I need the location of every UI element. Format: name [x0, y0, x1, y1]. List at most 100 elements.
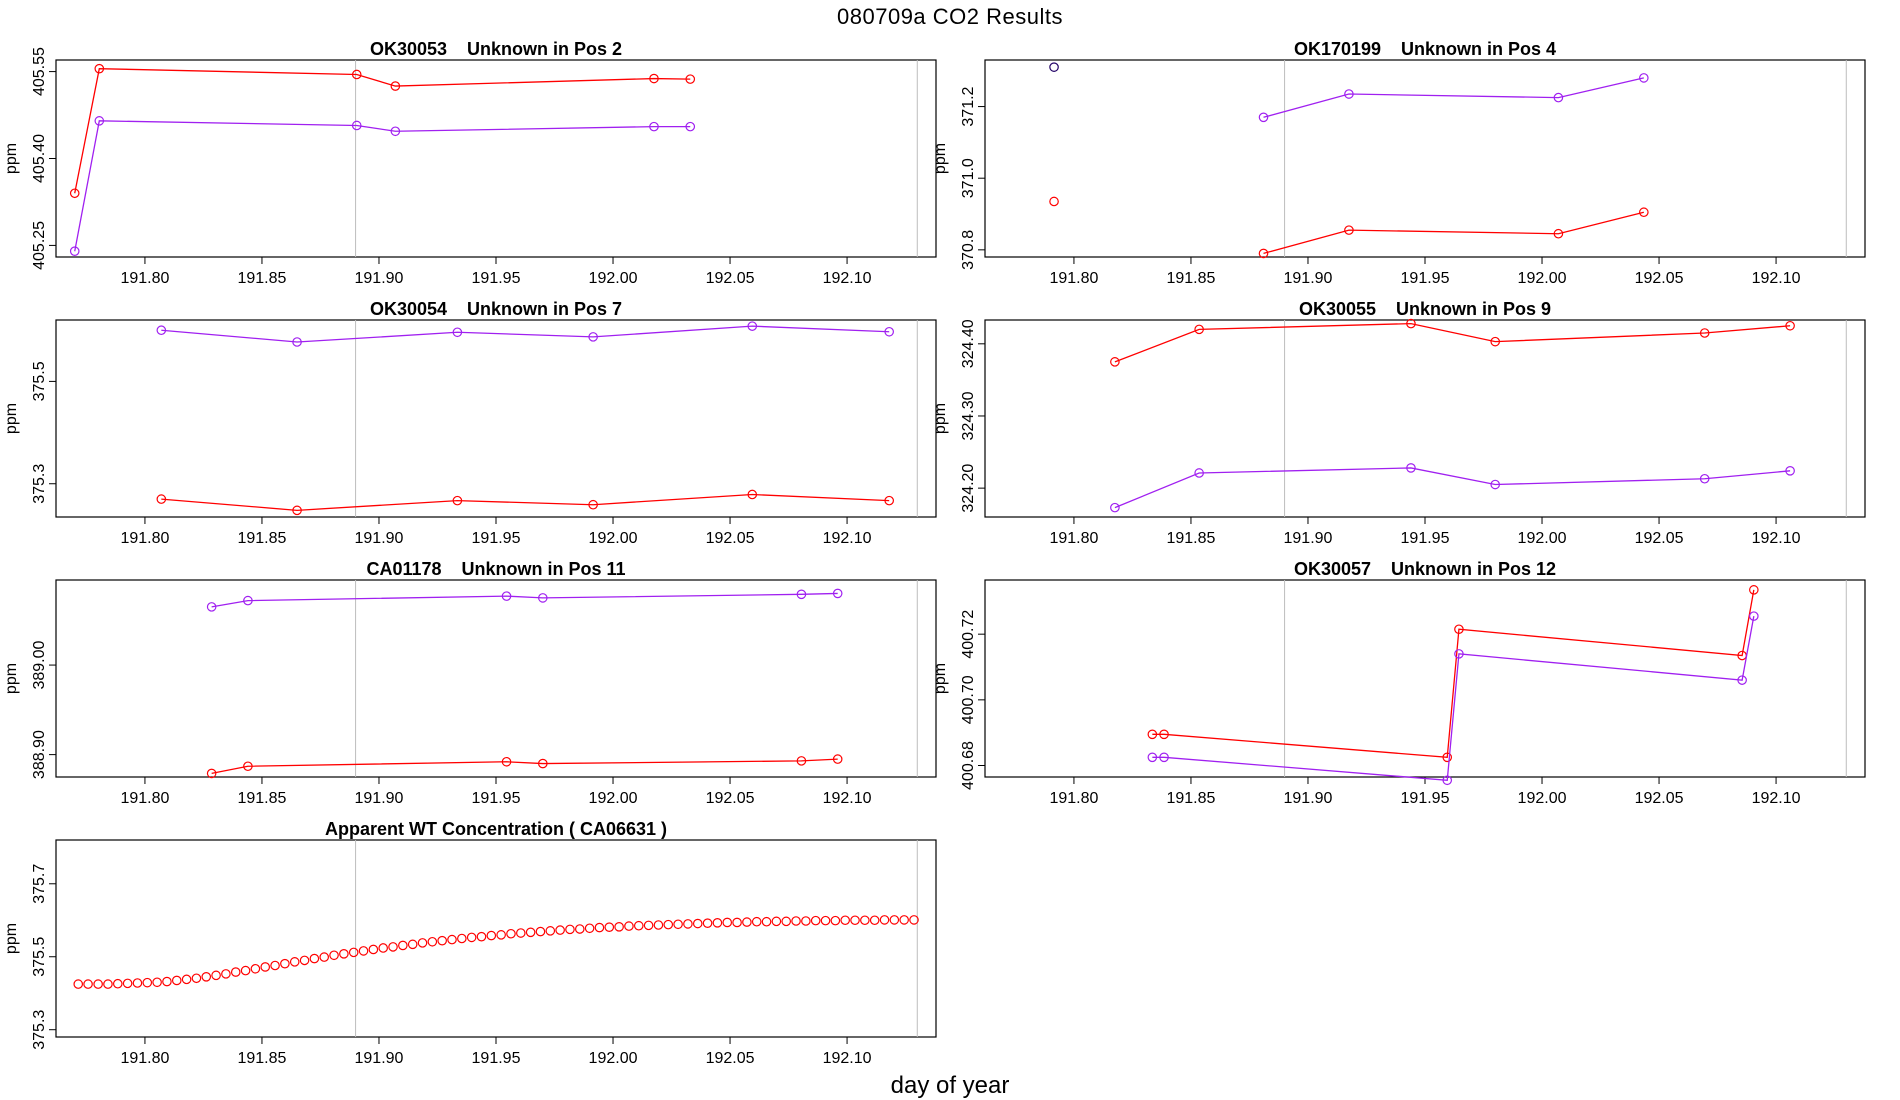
data-point [692, 918, 703, 929]
y-tick-label: 405.25 [31, 221, 48, 270]
data-point [452, 327, 463, 338]
data-point [1639, 207, 1649, 218]
x-tick-label: 191.90 [1284, 790, 1333, 807]
series-line [211, 592, 838, 608]
y-tick-label: 375.5 [31, 361, 48, 401]
series-line [211, 758, 838, 775]
data-point [614, 922, 624, 932]
data-point [1344, 225, 1354, 235]
y-tick-label: 405.40 [31, 134, 48, 183]
plot-frame [55, 839, 937, 1038]
data-point [525, 927, 536, 938]
data-point [742, 917, 752, 927]
y-tick-label: 400.70 [960, 675, 977, 724]
data-point [486, 930, 497, 941]
data-point [832, 588, 843, 599]
y-tick-label: 405.55 [31, 47, 48, 96]
data-point [850, 915, 860, 926]
x-tick-label: 191.95 [1401, 270, 1450, 287]
data-point [801, 916, 811, 926]
data-point [594, 922, 605, 933]
panel-title: OK170199 Unknown in Pos 4 [1294, 39, 1556, 59]
x-tick-label: 191.85 [1166, 270, 1215, 287]
y-axis-label: ppm [3, 403, 20, 434]
plot-frame [984, 59, 1866, 258]
x-tick-label: 192.05 [706, 530, 755, 547]
x-tick-label: 191.80 [120, 270, 169, 287]
x-tick-label: 191.95 [1401, 790, 1450, 807]
data-point [1049, 62, 1059, 72]
data-point [840, 915, 850, 926]
data-point [501, 756, 512, 767]
data-point [685, 121, 696, 132]
data-point [1454, 624, 1464, 635]
x-tick-label: 191.95 [472, 1050, 521, 1067]
x-tick-label: 191.85 [1166, 530, 1215, 547]
data-point [1749, 585, 1759, 595]
data-point [162, 976, 172, 987]
y-tick-label: 375.3 [31, 1010, 48, 1050]
data-point [1737, 675, 1747, 685]
x-tick-label: 191.90 [355, 1050, 404, 1067]
data-point [260, 962, 271, 972]
data-point [1110, 357, 1120, 367]
data-point [538, 758, 548, 769]
y-tick-label: 324.40 [960, 319, 977, 368]
data-point [722, 917, 733, 928]
data-point [152, 977, 162, 988]
data-point [452, 495, 463, 506]
series-line [161, 325, 890, 343]
data-point [1258, 112, 1269, 123]
data-point [1454, 649, 1464, 659]
data-point [94, 63, 105, 74]
data-point [390, 81, 401, 91]
series-line [161, 493, 890, 511]
data-point [810, 915, 821, 926]
x-tick-label: 192.05 [706, 790, 755, 807]
data-point [1159, 752, 1169, 763]
x-tick-label: 191.90 [1284, 530, 1333, 547]
x-tick-label: 192.10 [823, 790, 872, 807]
data-point [588, 332, 598, 342]
y-axis-label: ppm [3, 143, 20, 174]
data-point [1699, 473, 1710, 484]
data-point [112, 978, 123, 989]
data-point [565, 924, 575, 935]
x-tick-label: 192.00 [1518, 530, 1567, 547]
x-tick-label: 192.05 [1635, 530, 1684, 547]
data-point [292, 337, 302, 347]
x-tick-label: 192.10 [823, 530, 872, 547]
y-tick-label: 371.0 [960, 158, 977, 198]
data-point [663, 919, 674, 930]
data-point [884, 326, 894, 337]
x-tick-label: 192.10 [1752, 790, 1801, 807]
x-tick-label: 191.85 [237, 1050, 286, 1067]
data-point [1442, 775, 1453, 786]
data-point [83, 979, 93, 989]
y-axis-label: ppm [932, 403, 949, 434]
data-point [299, 955, 310, 966]
x-tick-label: 192.10 [823, 270, 872, 287]
x-tick-label: 191.80 [120, 1050, 169, 1067]
data-point [535, 926, 546, 937]
data-point [329, 950, 339, 961]
y-tick-label: 324.20 [960, 464, 977, 513]
data-point [702, 918, 713, 928]
data-point [604, 922, 615, 932]
y-tick-label: 371.2 [960, 86, 977, 126]
x-tick-label: 191.80 [1049, 790, 1098, 807]
data-point [243, 761, 253, 772]
y-tick-label: 400.72 [960, 610, 977, 659]
data-point [292, 505, 302, 516]
data-point [584, 923, 595, 934]
x-tick-label: 192.05 [1635, 790, 1684, 807]
data-point [206, 602, 217, 612]
x-tick-label: 191.85 [237, 790, 286, 807]
x-tick-label: 192.05 [1635, 270, 1684, 287]
data-point [1490, 336, 1501, 347]
plot-frame [55, 59, 937, 258]
x-tick-label: 192.10 [823, 1050, 872, 1067]
data-point [732, 917, 742, 928]
data-point [368, 944, 379, 955]
data-point [348, 947, 359, 958]
